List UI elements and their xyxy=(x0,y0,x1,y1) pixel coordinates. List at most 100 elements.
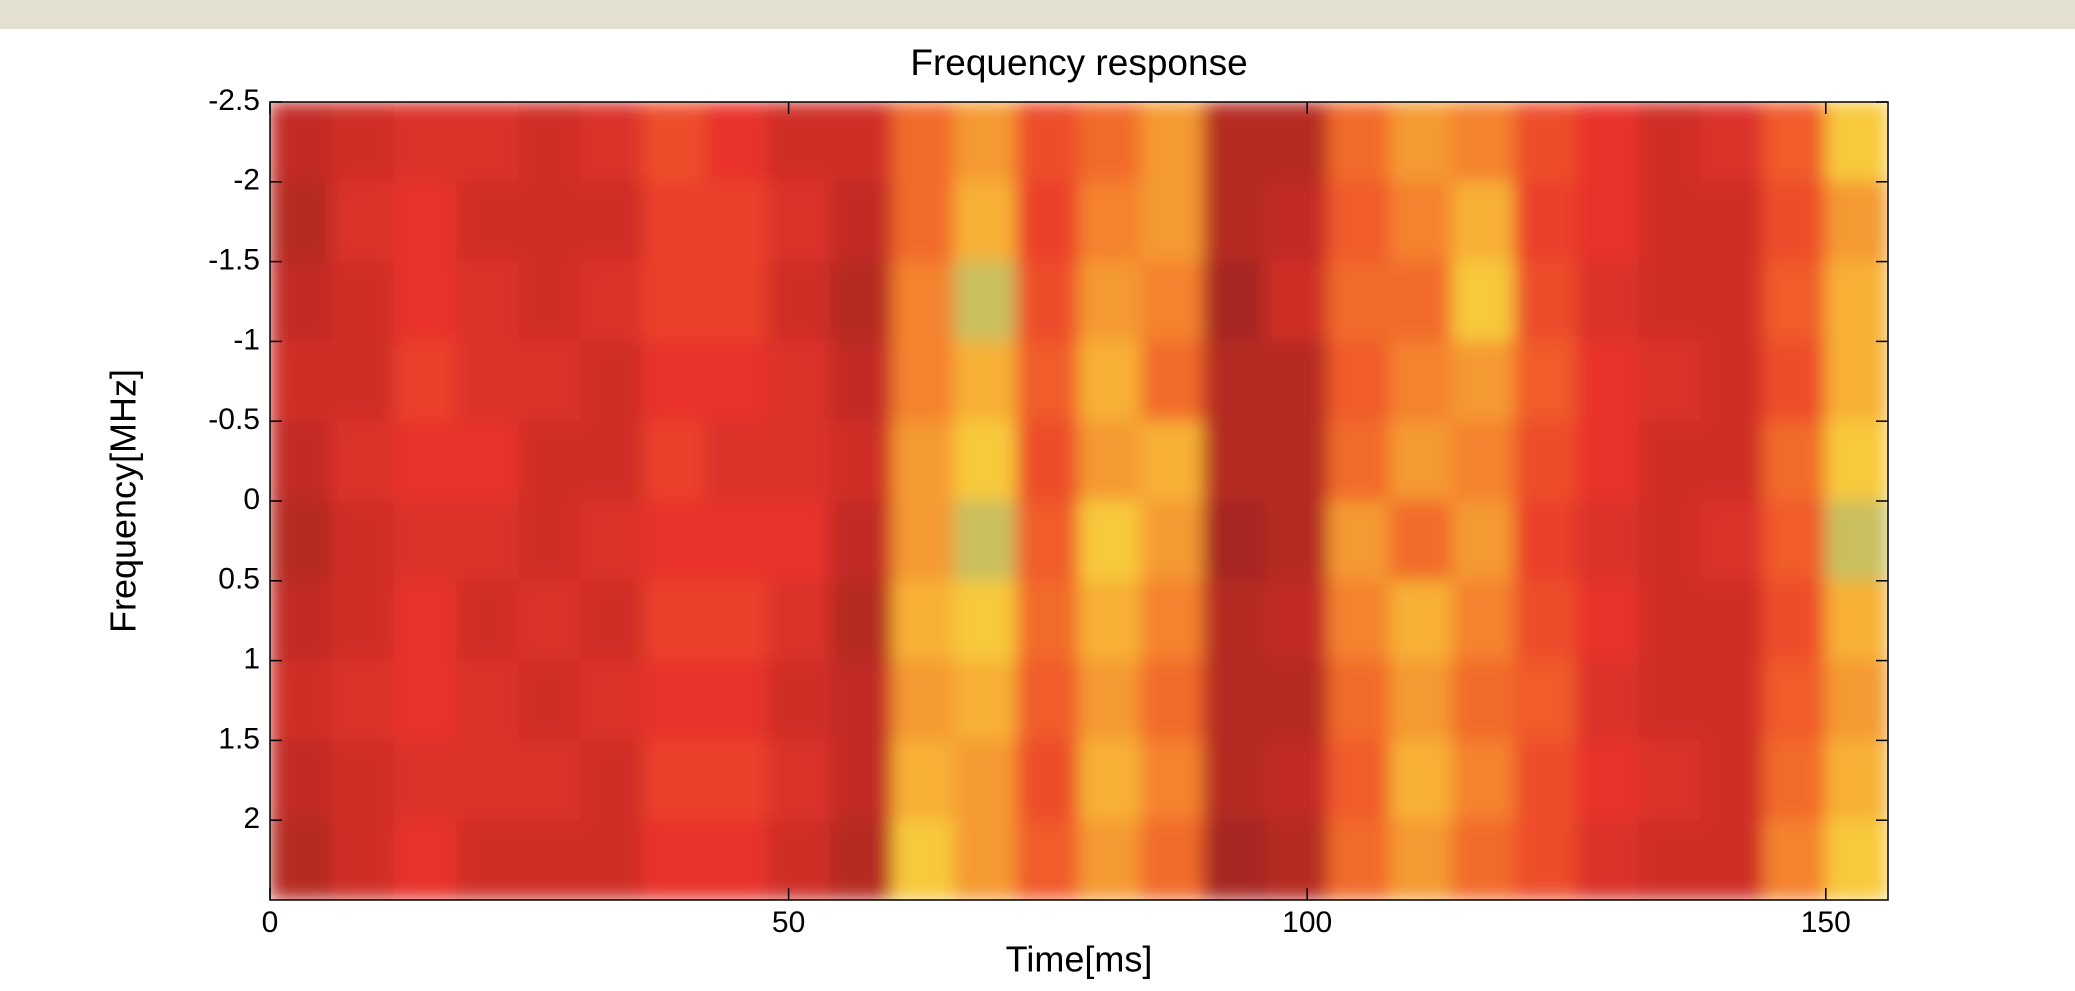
heatmap-cell xyxy=(642,739,707,821)
heatmap-cell xyxy=(1265,580,1329,662)
heatmap-cell xyxy=(1700,580,1765,662)
heatmap-cell xyxy=(1016,580,1080,662)
y-tick-label: -1.5 xyxy=(208,244,260,277)
y-tick-label: 1.5 xyxy=(218,722,260,755)
heatmap-cell xyxy=(393,739,458,821)
heatmap-cell xyxy=(829,500,893,582)
heatmap-cell xyxy=(518,739,582,821)
heatmap-cell xyxy=(1576,340,1640,422)
heatmap-cell xyxy=(518,500,582,582)
heatmap-cell xyxy=(270,261,333,342)
heatmap-cell xyxy=(1576,660,1640,741)
heatmap-cell xyxy=(1389,739,1453,821)
heatmap-cell xyxy=(767,181,831,263)
heatmap-cell xyxy=(270,739,333,821)
heatmap-cell xyxy=(829,819,893,900)
heatmap-cell xyxy=(1140,181,1204,263)
heatmap-cell xyxy=(331,580,395,662)
heatmap-cell xyxy=(642,580,707,662)
heatmap-cell xyxy=(1016,340,1080,422)
x-axis-label: Time[ms] xyxy=(1006,939,1153,980)
heatmap-cell xyxy=(1825,102,1888,183)
heatmap-cell xyxy=(580,580,644,662)
heatmap-cell xyxy=(456,340,520,422)
heatmap-cell xyxy=(1451,340,1516,422)
heatmap-cell xyxy=(1078,819,1142,900)
heatmap-cell xyxy=(456,580,520,662)
heatmap-cell xyxy=(1389,181,1453,263)
heatmap-cell xyxy=(1576,580,1640,662)
heatmap-cell xyxy=(1389,660,1453,741)
heatmap-cell xyxy=(1389,500,1453,582)
heatmap-cell xyxy=(456,739,520,821)
heatmap-cell xyxy=(767,580,831,662)
heatmap-cell xyxy=(1327,420,1391,502)
heatmap-cell xyxy=(1451,819,1516,900)
heatmap-cell xyxy=(1700,660,1765,741)
x-tick-label: 150 xyxy=(1801,906,1851,939)
heatmap-cell xyxy=(891,261,956,342)
heatmap-cell xyxy=(580,340,644,422)
heatmap-cell xyxy=(1825,340,1888,422)
heatmap-cell xyxy=(1638,181,1702,263)
heatmap-cell xyxy=(1389,819,1453,900)
heatmap xyxy=(270,102,1888,900)
heatmap-cell xyxy=(456,102,520,183)
heatmap-cell xyxy=(1451,739,1516,821)
heatmap-cell xyxy=(829,660,893,741)
heatmap-cell xyxy=(456,819,520,900)
heatmap-cell xyxy=(1638,420,1702,502)
heatmap-cell xyxy=(705,261,769,342)
heatmap-cell xyxy=(891,340,956,422)
heatmap-cell xyxy=(1140,340,1204,422)
heatmap-cell xyxy=(705,819,769,900)
heatmap-cell xyxy=(1327,340,1391,422)
heatmap-cell xyxy=(518,102,582,183)
heatmap-cell xyxy=(1265,819,1329,900)
heatmap-cell xyxy=(518,420,582,502)
heatmap-cell xyxy=(642,340,707,422)
heatmap-cell xyxy=(954,739,1018,821)
y-tick-label: -0.5 xyxy=(208,403,260,436)
heatmap-cell xyxy=(331,261,395,342)
heatmap-cell xyxy=(1638,500,1702,582)
heatmap-cell xyxy=(393,500,458,582)
heatmap-cell xyxy=(456,420,520,502)
heatmap-cell xyxy=(270,819,333,900)
heatmap-cell xyxy=(518,580,582,662)
heatmap-cell xyxy=(829,261,893,342)
heatmap-cell xyxy=(393,181,458,263)
heatmap-cell xyxy=(1016,102,1080,183)
heatmap-cell xyxy=(1140,660,1204,741)
heatmap-cell xyxy=(518,340,582,422)
heatmap-cell xyxy=(1265,420,1329,502)
heatmap-cell xyxy=(456,500,520,582)
heatmap-cell xyxy=(642,261,707,342)
heatmap-cell xyxy=(1451,660,1516,741)
heatmap-cell xyxy=(642,181,707,263)
heatmap-cell xyxy=(954,340,1018,422)
heatmap-cell xyxy=(518,819,582,900)
heatmap-cell xyxy=(954,261,1018,342)
heatmap-cell xyxy=(1763,819,1827,900)
heatmap-cell xyxy=(1763,739,1827,821)
heatmap-cell xyxy=(767,739,831,821)
heatmap-cell xyxy=(1451,181,1516,263)
heatmap-cell xyxy=(1078,181,1142,263)
heatmap-cell xyxy=(1514,819,1578,900)
heatmap-cell xyxy=(1700,102,1765,183)
heatmap-cell xyxy=(1202,500,1267,582)
heatmap-cell xyxy=(642,819,707,900)
heatmap-cell xyxy=(705,181,769,263)
heatmap-cell xyxy=(1016,420,1080,502)
y-tick-label: 2 xyxy=(243,802,260,835)
heatmap-cell xyxy=(1638,102,1702,183)
heatmap-cell xyxy=(954,102,1018,183)
heatmap-cell xyxy=(1078,580,1142,662)
heatmap-cell xyxy=(1514,102,1578,183)
heatmap-cell xyxy=(767,819,831,900)
heatmap-cell xyxy=(1638,580,1702,662)
heatmap-cell xyxy=(580,819,644,900)
heatmap-cell xyxy=(891,181,956,263)
